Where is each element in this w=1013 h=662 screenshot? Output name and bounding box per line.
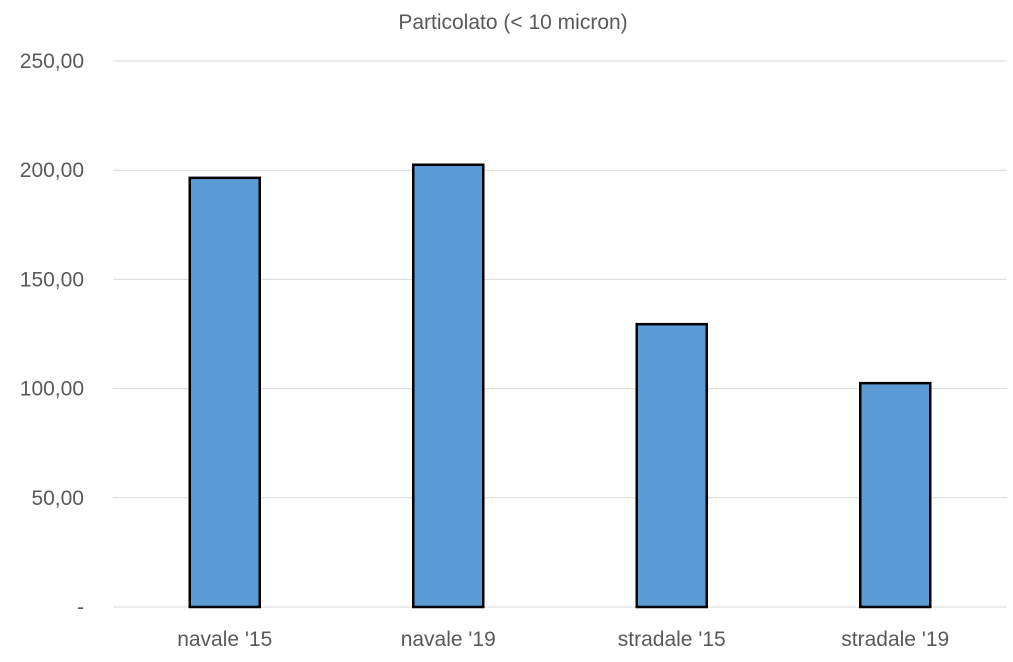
x-axis-category-labels: navale '15 navale '19 stradale '15 stradale… (177, 628, 949, 651)
y-tick-label: 50,00 (31, 487, 84, 510)
y-tick-label: 100,00 (20, 378, 84, 401)
y-tick-label: 200,00 (20, 159, 84, 182)
y-tick-label: - (77, 596, 84, 619)
y-tick-label: 150,00 (20, 268, 84, 291)
chart-title: Particolato (< 10 micron) (398, 11, 627, 34)
x-category-label: navale '19 (401, 628, 496, 651)
y-tick-label: 250,00 (20, 50, 84, 73)
bar-1 (412, 163, 485, 609)
bars (188, 163, 932, 609)
gridlines (113, 60, 1007, 608)
bar-2 (635, 322, 708, 609)
x-category-label: stradale '15 (618, 628, 726, 651)
bar-3 (859, 381, 932, 609)
x-category-label: stradale '19 (841, 628, 949, 651)
x-category-label: navale '15 (177, 628, 272, 651)
y-axis-tick-labels: - 50,00 100,00 150,00 200,00 250,00 (20, 50, 84, 619)
bar-0 (188, 176, 261, 609)
